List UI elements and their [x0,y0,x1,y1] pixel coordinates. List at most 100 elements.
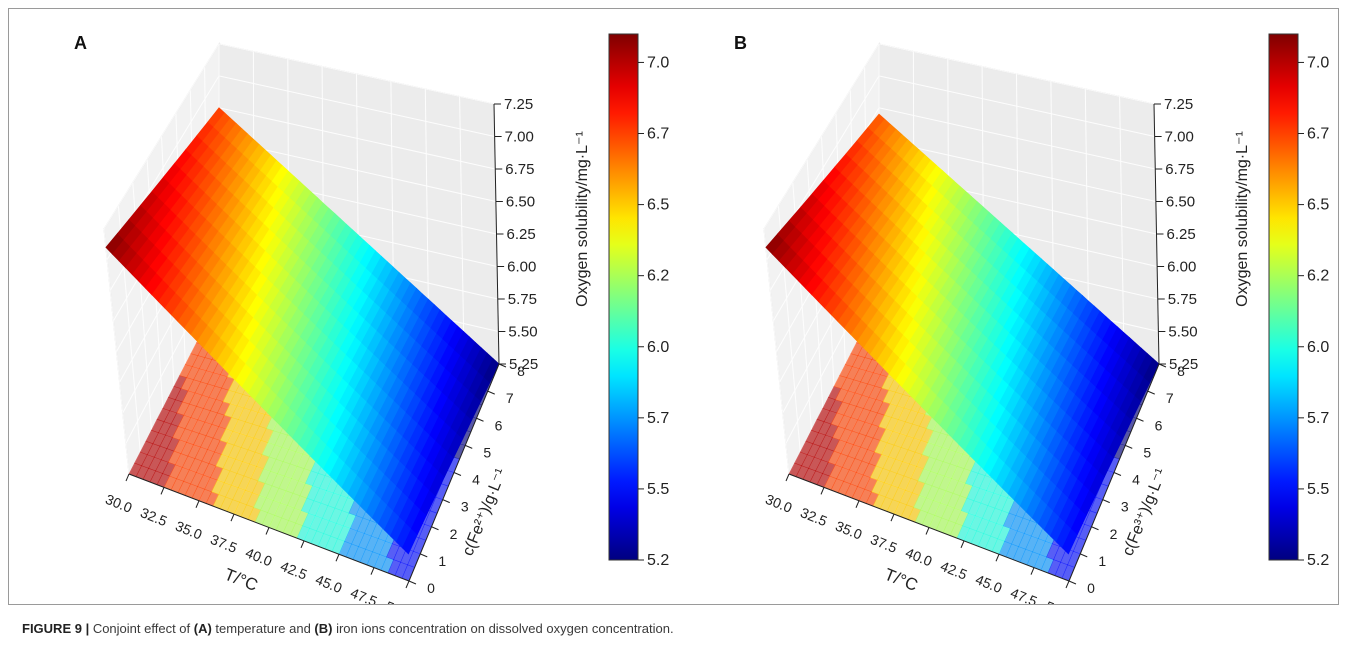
x-tick-label: 47.5 [348,584,379,604]
colorbar-tick-label: 5.75 [1307,410,1329,427]
y-tick [1080,553,1088,558]
x-tick-label: 37.5 [208,531,239,556]
figure-caption: FIGURE 9 | Conjoint effect of (A) temper… [22,621,674,636]
x-tick [925,527,930,535]
z-tick-label: 6.25 [507,226,536,243]
colorbar-tick-label: 5.50 [1307,481,1329,498]
y-tick-label: 0 [1087,580,1095,596]
x-tick [195,500,200,508]
z-tick-label: 6.50 [1166,194,1195,211]
colorbar-tick-label: 5.25 [647,552,669,569]
y-tick [1068,580,1077,585]
x-tick [820,487,825,495]
y-tick-label: 1 [1098,553,1106,569]
colorbar-tick-label: 5.50 [647,481,669,498]
x-tick-label: 45.0 [973,571,1004,596]
z-tick-label: 5.25 [509,356,538,373]
y-tick-label: 3 [1121,499,1129,515]
caption-text-1: Conjoint effect of [89,621,194,636]
colorbar-tick-label: 6.00 [1307,339,1329,356]
panel-label: B [734,33,747,53]
colorbar-tick-label: 6.00 [647,339,669,356]
x-tick-label: 50.0 [383,598,414,604]
y-tick [1125,444,1133,449]
z-tick-label: 7.00 [1165,129,1194,146]
y-tick-label: 6 [495,417,503,433]
colorbar-tick-label: 7.00 [647,54,669,71]
x-tick [1030,567,1035,575]
z-tick-label: 5.25 [1169,356,1198,373]
y-tick [453,472,462,476]
z-tick-label: 7.00 [505,129,534,146]
z-axis-label: Oxygen solubility/mg·L⁻¹ [1234,131,1251,307]
x-tick [855,500,860,508]
caption-ref-b: (B) [314,621,333,636]
x-axis-label: T/°C [882,565,921,595]
colorbar-tick-label: 5.75 [647,410,669,427]
x-tick [125,473,130,482]
x-tick-label: 35.0 [833,518,864,543]
colorbar [1268,33,1299,561]
y-tick [1147,390,1155,395]
y-tick [1113,472,1122,476]
y-tick [420,553,428,558]
y-tick-label: 1 [438,553,446,569]
x-tick-label: 35.0 [173,518,204,543]
colorbar-tick-label: 7.00 [1307,54,1329,71]
x-tick-label: 40.0 [903,544,934,569]
x-tick-label: 30.0 [103,491,134,516]
colorbar-tick-label: 6.75 [647,126,669,143]
x-tick [335,554,340,562]
y-tick [1091,526,1099,531]
y-tick-label: 2 [450,526,458,542]
y-tick-label: 8 [517,363,525,379]
y-tick-label: 4 [472,472,480,488]
z-tick-label: 6.75 [1165,161,1194,178]
y-tick-label: 7 [506,390,514,406]
y-tick-label: 6 [1155,417,1163,433]
y-tick-label: 4 [1132,472,1140,488]
y-tick [442,499,450,504]
y-tick-label: 2 [1110,526,1118,542]
y-tick-label: 8 [1177,363,1185,379]
x-tick [1065,580,1070,589]
y-tick [1102,499,1110,504]
z-tick-label: 6.00 [507,259,536,276]
z-tick-label: 7.25 [504,96,533,113]
x-tick-label: 37.5 [868,531,899,556]
y-tick [1136,417,1144,422]
x-tick [995,554,1000,562]
z-tick-label: 6.25 [1167,226,1196,243]
x-tick-label: 32.5 [798,504,829,529]
colorbar-tick-label: 6.75 [1307,126,1329,143]
y-tick-label: 0 [427,580,435,596]
x-tick [890,513,895,522]
y-tick-label: 3 [461,499,469,515]
x-tick-label: 40.0 [243,544,274,569]
x-tick-label: 47.5 [1008,584,1039,604]
colorbar-tick-label: 6.25 [1307,268,1329,285]
x-tick [230,513,235,522]
surface [765,113,1160,555]
colorbar-tick-label: 6.50 [647,197,669,214]
x-tick-label: 30.0 [763,491,794,516]
z-tick-label: 5.75 [1168,291,1197,308]
y-tick [431,526,439,531]
surface [105,107,500,555]
z-tick-label: 6.00 [1167,259,1196,276]
x-tick [160,487,165,495]
z-tick-label: 6.75 [505,161,534,178]
x-tick-label: 32.5 [138,504,169,529]
x-tick [370,567,375,575]
y-tick-label: 5 [1143,444,1151,460]
figure-frame: 30.032.535.037.540.042.545.047.550.00123… [8,8,1339,605]
chart-panel-b: 30.032.535.037.540.042.545.047.5 50.0 0123… [734,33,1329,604]
caption-label: FIGURE 9 | [22,621,90,636]
x-tick [300,540,305,549]
z-tick-label: 7.25 [1164,96,1193,113]
x-tick-label: 50.0 [1043,598,1074,604]
x-axis-label: T/°C [222,565,261,595]
x-tick [960,540,965,549]
panel-label: A [74,33,87,53]
